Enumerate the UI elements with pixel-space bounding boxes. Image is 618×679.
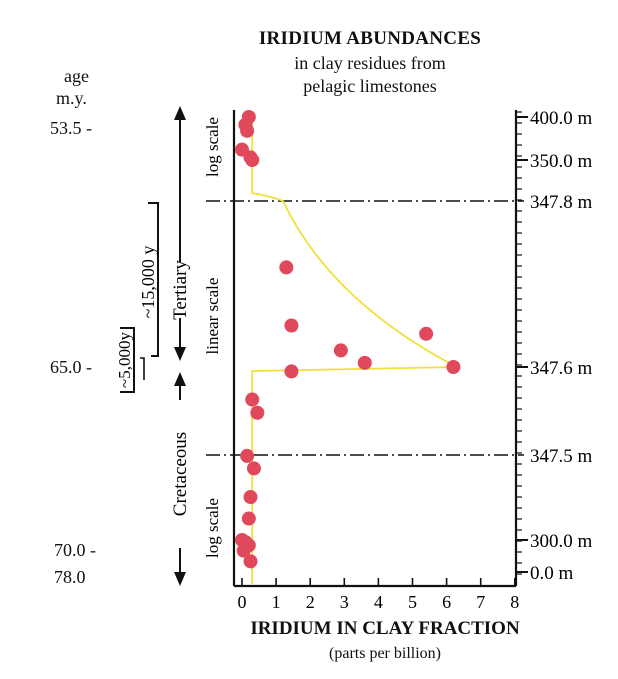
right-label-0: 0.0 m — [530, 563, 574, 584]
age-header-1: age — [64, 66, 89, 86]
data-point-middle-7 — [245, 392, 260, 407]
age-78-0: 78.0 — [54, 567, 86, 587]
bracket-connector — [140, 357, 145, 380]
data-point-middle-6 — [284, 364, 299, 379]
interval-5000-label: ~5,000y — [115, 332, 134, 388]
age-53-5: 53.5 - — [50, 118, 92, 138]
right-label-347-5: 347.5 m — [530, 446, 593, 467]
data-point-middle-4 — [357, 355, 372, 370]
scale-label-upper: log scale — [203, 117, 222, 177]
data-point-lower-3 — [241, 511, 256, 526]
chart-subtitle-1: in clay residues from — [294, 53, 446, 73]
tertiary-label: Tertiary — [170, 260, 191, 320]
age-header-2: m.y. — [56, 88, 87, 108]
cretaceous-arrow-down-head — [174, 572, 186, 586]
data-point-middle-3 — [333, 343, 348, 358]
right-label-400: 400.0 m — [530, 108, 593, 129]
data-point-lower-8 — [236, 543, 251, 558]
x-axis-label: IRIDIUM IN CLAY FRACTION — [250, 618, 520, 639]
data-point-middle-5 — [446, 360, 461, 374]
data-point-lower-9 — [243, 554, 258, 569]
right-label-300: 300.0 m — [530, 531, 593, 552]
right-axis-labels: 400.0 m 350.0 m 347.8 m 347.6 m 347.5 m … — [530, 108, 593, 584]
chart-title: IRIDIUM ABUNDANCES — [258, 28, 482, 49]
data-point-middle-0 — [279, 260, 294, 275]
data-point-lower-1 — [246, 461, 261, 476]
bracket-5000 — [120, 327, 135, 393]
data-points — [235, 110, 461, 569]
x-tick-label-0: 0 — [238, 592, 247, 612]
interval-15000-label: ~15,000 y — [138, 246, 158, 319]
x-tick-label-5: 5 — [408, 592, 417, 612]
scale-label-middle: linear scale — [203, 278, 222, 355]
right-major-ticks — [516, 116, 528, 573]
iridium-trend-curve — [251, 117, 458, 584]
cretaceous-label: Cretaceous — [170, 432, 191, 516]
age-70-0: 70.0 - — [54, 540, 96, 560]
scale-label-lower: log scale — [203, 498, 222, 558]
data-point-middle-2 — [419, 326, 434, 341]
data-point-lower-2 — [243, 490, 258, 505]
right-label-347-6: 347.6 m — [530, 358, 593, 379]
cretaceous-arrow-up-head — [174, 372, 186, 386]
right-label-347-8: 347.8 m — [530, 192, 593, 213]
data-point-upper-5 — [245, 153, 260, 167]
x-tick-label-7: 7 — [476, 592, 485, 612]
x-tick-label-1: 1 — [272, 592, 281, 612]
data-point-middle-1 — [284, 318, 299, 333]
tertiary-arrow-up-head — [174, 106, 186, 120]
x-tick-label-2: 2 — [306, 592, 315, 612]
x-axis-unit: (parts per billion) — [329, 645, 441, 662]
data-point-lower-0 — [240, 448, 255, 463]
bracket-15000 — [148, 202, 159, 357]
chart-subtitle-2: pelagic limestones — [303, 76, 437, 96]
age-65-0: 65.0 - — [50, 357, 92, 377]
x-tick-label-8: 8 — [510, 592, 519, 612]
x-tick-label-3: 3 — [340, 592, 349, 612]
right-label-350: 350.0 m — [530, 151, 593, 172]
x-tick-label-4: 4 — [374, 592, 383, 612]
x-tick-label-6: 6 — [442, 592, 451, 612]
data-point-upper-2 — [240, 123, 255, 138]
right-minor-ticks — [516, 111, 522, 575]
data-point-middle-8 — [250, 405, 265, 420]
x-axis-ticks: 0 1 2 3 4 5 6 7 8 — [238, 578, 519, 612]
tertiary-arrow-down-head — [174, 347, 186, 361]
